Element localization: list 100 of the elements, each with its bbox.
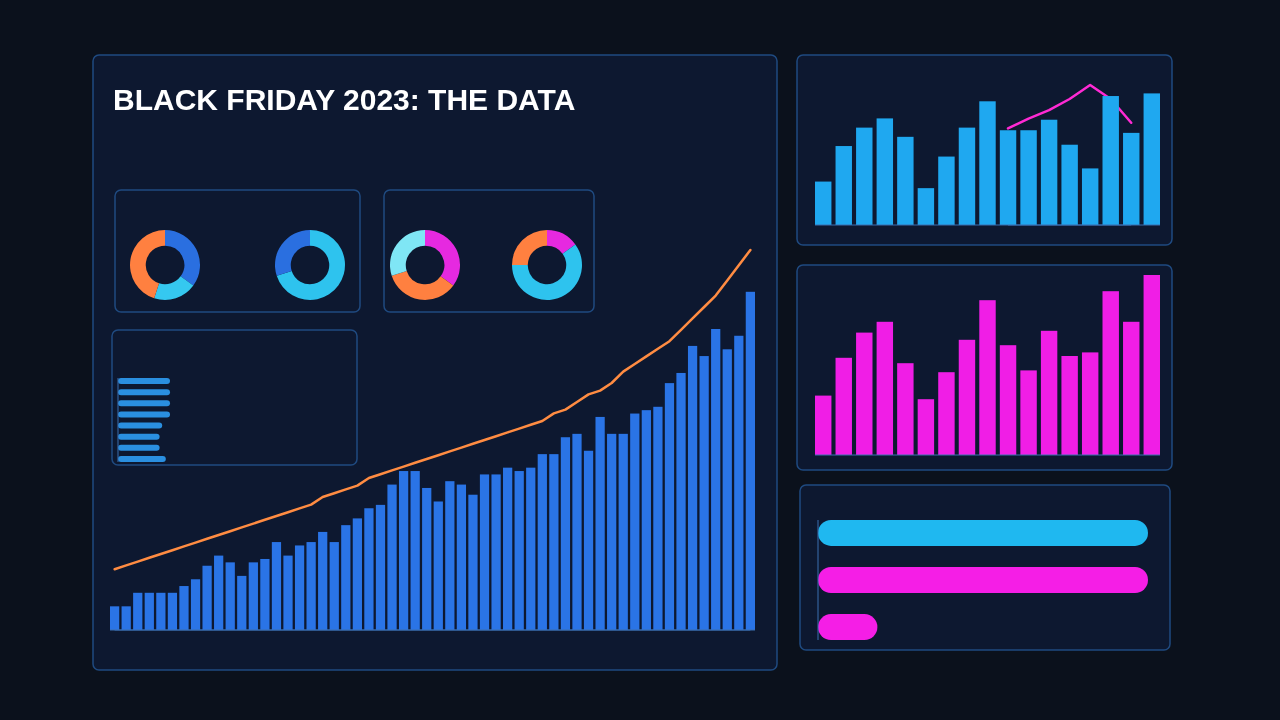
bar <box>1123 132 1140 225</box>
bar <box>260 558 270 630</box>
bar <box>938 156 955 225</box>
donut-slice <box>512 230 547 265</box>
bar <box>133 592 143 630</box>
donut-slice <box>275 230 310 276</box>
bar <box>503 467 513 630</box>
bar <box>618 433 628 630</box>
bar <box>225 562 235 630</box>
chart-title: BLACK FRIDAY 2023: THE DATA <box>113 83 576 116</box>
bar <box>917 188 935 225</box>
bar <box>815 395 832 455</box>
bar <box>699 356 709 630</box>
bar <box>491 474 501 630</box>
bar <box>1102 96 1119 225</box>
bar <box>897 363 914 455</box>
bar <box>118 378 170 385</box>
bar <box>549 454 559 630</box>
bar <box>118 422 163 429</box>
bar <box>318 531 328 630</box>
bar <box>190 579 201 630</box>
bar <box>815 181 832 225</box>
bar <box>835 357 852 455</box>
bar <box>179 586 189 630</box>
bar <box>1061 356 1078 455</box>
bar <box>341 525 351 630</box>
bar <box>999 345 1017 455</box>
donut-slice <box>512 244 582 300</box>
bar <box>745 291 755 630</box>
bar <box>118 444 160 451</box>
bar <box>214 555 224 630</box>
bar <box>938 372 955 455</box>
donut-slice <box>390 230 425 276</box>
bar <box>583 450 594 630</box>
bar <box>479 474 490 630</box>
bar <box>144 592 154 630</box>
bar <box>1040 330 1058 455</box>
bar <box>897 136 914 225</box>
bar <box>856 127 873 225</box>
bar <box>271 542 282 630</box>
bar <box>329 542 339 630</box>
bar <box>1061 144 1078 225</box>
bar <box>734 335 744 630</box>
bar <box>456 484 467 630</box>
bar <box>1081 168 1099 225</box>
bar <box>958 127 976 225</box>
bar <box>156 592 166 630</box>
bar <box>410 471 420 630</box>
bar <box>167 592 178 630</box>
bar <box>595 416 605 630</box>
donut-slice <box>547 230 576 254</box>
bar <box>422 487 432 630</box>
bar <box>352 518 362 630</box>
donut-slice <box>391 270 454 300</box>
bar <box>676 372 686 630</box>
bar <box>118 455 166 462</box>
bar <box>722 349 732 630</box>
bar <box>118 433 160 440</box>
bar <box>876 118 894 225</box>
bar <box>607 433 617 630</box>
bar <box>118 411 170 418</box>
bar <box>433 501 443 630</box>
bar <box>1081 352 1099 455</box>
bar <box>641 410 651 630</box>
bar <box>1123 321 1140 455</box>
bar <box>560 437 571 630</box>
bar <box>468 494 478 630</box>
bar <box>979 300 996 455</box>
donut-slice <box>154 276 194 300</box>
bar <box>687 345 698 630</box>
bar <box>118 389 170 396</box>
bar <box>398 471 409 630</box>
bar <box>1020 130 1037 225</box>
donut-slice <box>276 230 345 300</box>
bar <box>306 542 316 630</box>
bar <box>445 481 455 630</box>
bar <box>979 101 996 225</box>
bar <box>1020 370 1037 455</box>
bar <box>958 339 976 455</box>
donut-slice <box>165 230 200 286</box>
bar <box>202 565 212 630</box>
bar <box>1102 291 1119 455</box>
bar <box>1143 93 1160 225</box>
bar <box>630 413 640 630</box>
bar <box>653 406 663 630</box>
bar <box>526 467 536 630</box>
bar <box>110 606 120 630</box>
bar <box>711 329 721 630</box>
bar <box>876 321 894 455</box>
bar <box>118 400 170 407</box>
bar <box>248 562 258 630</box>
bar <box>835 146 852 225</box>
bar <box>537 454 547 630</box>
bar <box>572 433 582 630</box>
bar <box>999 130 1017 225</box>
bar <box>917 399 935 455</box>
bar <box>364 508 374 630</box>
bar <box>1040 119 1058 225</box>
bar <box>294 545 305 630</box>
bar <box>514 471 524 630</box>
